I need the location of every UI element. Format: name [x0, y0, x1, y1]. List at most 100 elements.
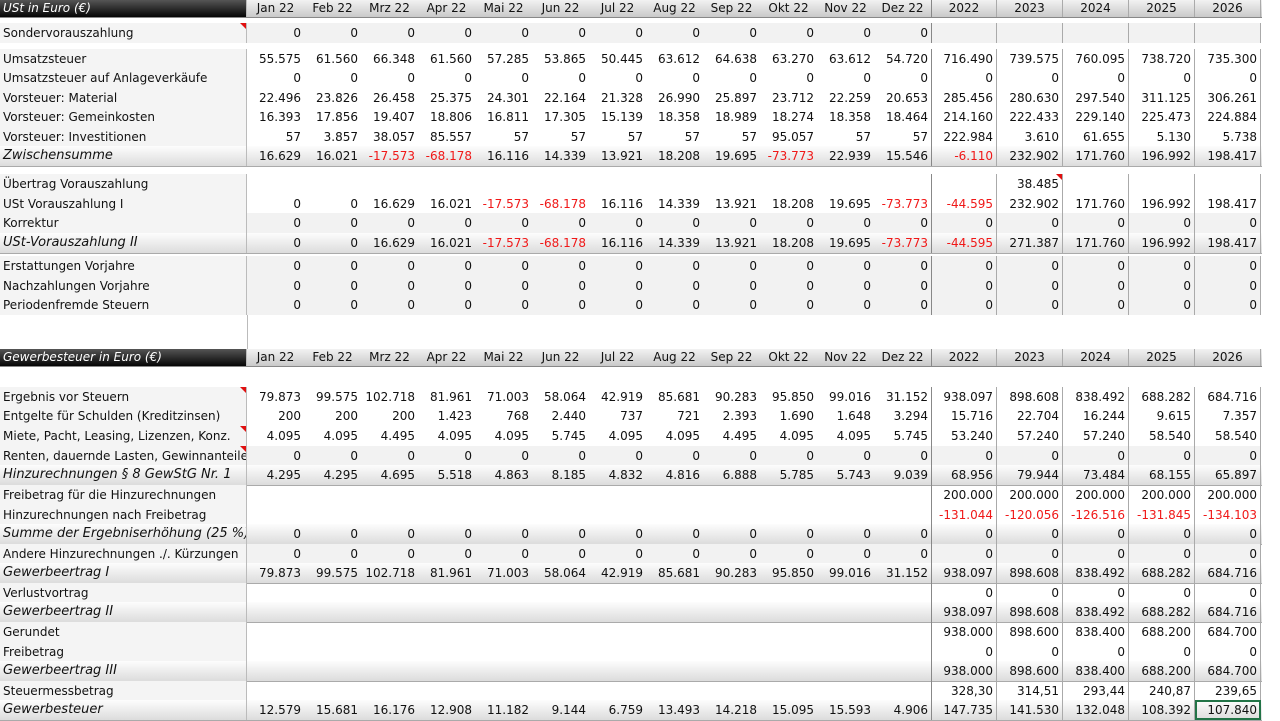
- month-cell[interactable]: 57: [285, 130, 301, 144]
- month-cell[interactable]: 57: [741, 130, 757, 144]
- month-cell[interactable]: 19.695: [829, 197, 871, 211]
- year-cell[interactable]: [1129, 23, 1195, 43]
- month-cell[interactable]: 0: [863, 71, 871, 85]
- month-cell[interactable]: 0: [920, 71, 928, 85]
- month-cell[interactable]: 57.285: [487, 52, 529, 66]
- year-header[interactable]: 2025: [1129, 0, 1195, 17]
- month-cell[interactable]: 19.695: [829, 236, 871, 250]
- month-cell[interactable]: 63.612: [658, 52, 700, 66]
- year-cell[interactable]: 0: [1129, 583, 1195, 603]
- year-cell[interactable]: 0: [997, 276, 1063, 296]
- month-cell[interactable]: -73.773: [881, 236, 928, 250]
- year-cell[interactable]: 0: [1195, 642, 1261, 662]
- month-cell[interactable]: 22.939: [829, 149, 871, 163]
- year-cell[interactable]: 0: [1195, 256, 1261, 276]
- month-cell[interactable]: 0: [703, 544, 760, 564]
- month-cell[interactable]: 4.495: [380, 429, 415, 443]
- month-cell[interactable]: 16.116: [601, 236, 643, 250]
- month-cell[interactable]: 13.921: [601, 149, 643, 163]
- year-cell[interactable]: 838.492: [1063, 387, 1129, 407]
- month-cell[interactable]: 14.339: [658, 197, 700, 211]
- month-cell[interactable]: [760, 622, 817, 642]
- year-cell[interactable]: 225.473: [1129, 107, 1195, 127]
- month-cell[interactable]: 0: [646, 256, 703, 276]
- month-cell[interactable]: 57: [855, 130, 871, 144]
- year-cell[interactable]: 938.097: [931, 387, 997, 407]
- year-cell[interactable]: 738.720: [1129, 49, 1195, 69]
- month-cell[interactable]: 50.445: [601, 52, 643, 66]
- month-cell[interactable]: 54.720: [886, 52, 928, 66]
- month-cell[interactable]: 0: [646, 446, 703, 466]
- year-cell[interactable]: 200.000: [1129, 485, 1195, 505]
- month-cell[interactable]: 53.865: [544, 52, 586, 66]
- month-cell[interactable]: 99.575: [316, 566, 358, 580]
- year-cell[interactable]: 239,65: [1195, 681, 1261, 701]
- month-cell[interactable]: 0: [304, 544, 361, 564]
- month-cell[interactable]: [817, 174, 874, 194]
- year-cell[interactable]: 684.716: [1195, 602, 1261, 622]
- month-cell[interactable]: [532, 602, 589, 622]
- month-cell[interactable]: [760, 642, 817, 662]
- month-cell[interactable]: 0: [589, 295, 646, 315]
- year-cell[interactable]: 65.897: [1195, 465, 1261, 485]
- month-cell[interactable]: 0: [350, 197, 358, 211]
- month-cell[interactable]: [361, 642, 418, 662]
- month-cell[interactable]: 15.095: [772, 703, 814, 717]
- month-cell[interactable]: 21.328: [601, 91, 643, 105]
- month-cell[interactable]: 0: [418, 544, 475, 564]
- month-cell[interactable]: [247, 174, 304, 194]
- month-cell[interactable]: [475, 602, 532, 622]
- month-cell[interactable]: [304, 174, 361, 194]
- month-cell[interactable]: 22.164: [544, 91, 586, 105]
- month-cell[interactable]: 4.832: [608, 468, 643, 482]
- month-cell[interactable]: 4.095: [779, 429, 814, 443]
- month-cell[interactable]: 85.681: [658, 390, 700, 404]
- year-header[interactable]: 2022: [931, 349, 997, 366]
- year-cell[interactable]: 898.600: [997, 622, 1063, 642]
- year-cell[interactable]: 838.400: [1063, 622, 1129, 642]
- month-cell[interactable]: 4.095: [494, 429, 529, 443]
- month-cell[interactable]: 0: [703, 23, 760, 43]
- year-cell[interactable]: 0: [997, 256, 1063, 276]
- year-cell[interactable]: 938.000: [931, 661, 997, 681]
- month-cell[interactable]: 0: [646, 544, 703, 564]
- year-cell[interactable]: 0: [931, 295, 997, 315]
- month-cell[interactable]: [646, 485, 703, 505]
- month-cell[interactable]: [418, 505, 475, 525]
- year-cell[interactable]: 200.000: [1063, 485, 1129, 505]
- month-cell[interactable]: -68.178: [539, 197, 586, 211]
- month-header[interactable]: Dez 22: [881, 1, 924, 15]
- month-cell[interactable]: 0: [806, 71, 814, 85]
- month-cell[interactable]: [817, 642, 874, 662]
- month-cell[interactable]: 0: [521, 527, 529, 541]
- year-cell[interactable]: 171.760: [1063, 146, 1129, 166]
- month-cell[interactable]: 0: [760, 295, 817, 315]
- month-cell[interactable]: [589, 583, 646, 603]
- month-cell[interactable]: 0: [874, 276, 931, 296]
- month-cell[interactable]: [532, 661, 589, 681]
- month-cell[interactable]: 0: [418, 213, 475, 233]
- year-cell[interactable]: 16.244: [1063, 406, 1129, 426]
- month-header[interactable]: Dez 22: [881, 350, 924, 364]
- month-cell[interactable]: 0: [407, 71, 415, 85]
- year-cell[interactable]: 0: [1063, 446, 1129, 466]
- month-cell[interactable]: 99.575: [316, 390, 358, 404]
- month-cell[interactable]: 0: [304, 295, 361, 315]
- month-cell[interactable]: 26.458: [373, 91, 415, 105]
- month-cell[interactable]: 2.393: [722, 409, 757, 423]
- month-cell[interactable]: [361, 681, 418, 701]
- month-cell[interactable]: 721: [677, 409, 700, 423]
- month-cell[interactable]: 0: [418, 446, 475, 466]
- year-cell[interactable]: 0: [1063, 544, 1129, 564]
- year-cell[interactable]: 0: [997, 213, 1063, 233]
- month-cell[interactable]: 4.095: [266, 429, 301, 443]
- month-cell[interactable]: [304, 602, 361, 622]
- month-cell[interactable]: 4.495: [722, 429, 757, 443]
- month-cell[interactable]: 4.295: [323, 468, 358, 482]
- month-cell[interactable]: [247, 485, 304, 505]
- month-cell[interactable]: 14.339: [658, 236, 700, 250]
- month-cell[interactable]: 0: [532, 256, 589, 276]
- month-cell[interactable]: [418, 642, 475, 662]
- month-cell[interactable]: 0: [874, 295, 931, 315]
- month-header[interactable]: Jan 22: [256, 350, 295, 364]
